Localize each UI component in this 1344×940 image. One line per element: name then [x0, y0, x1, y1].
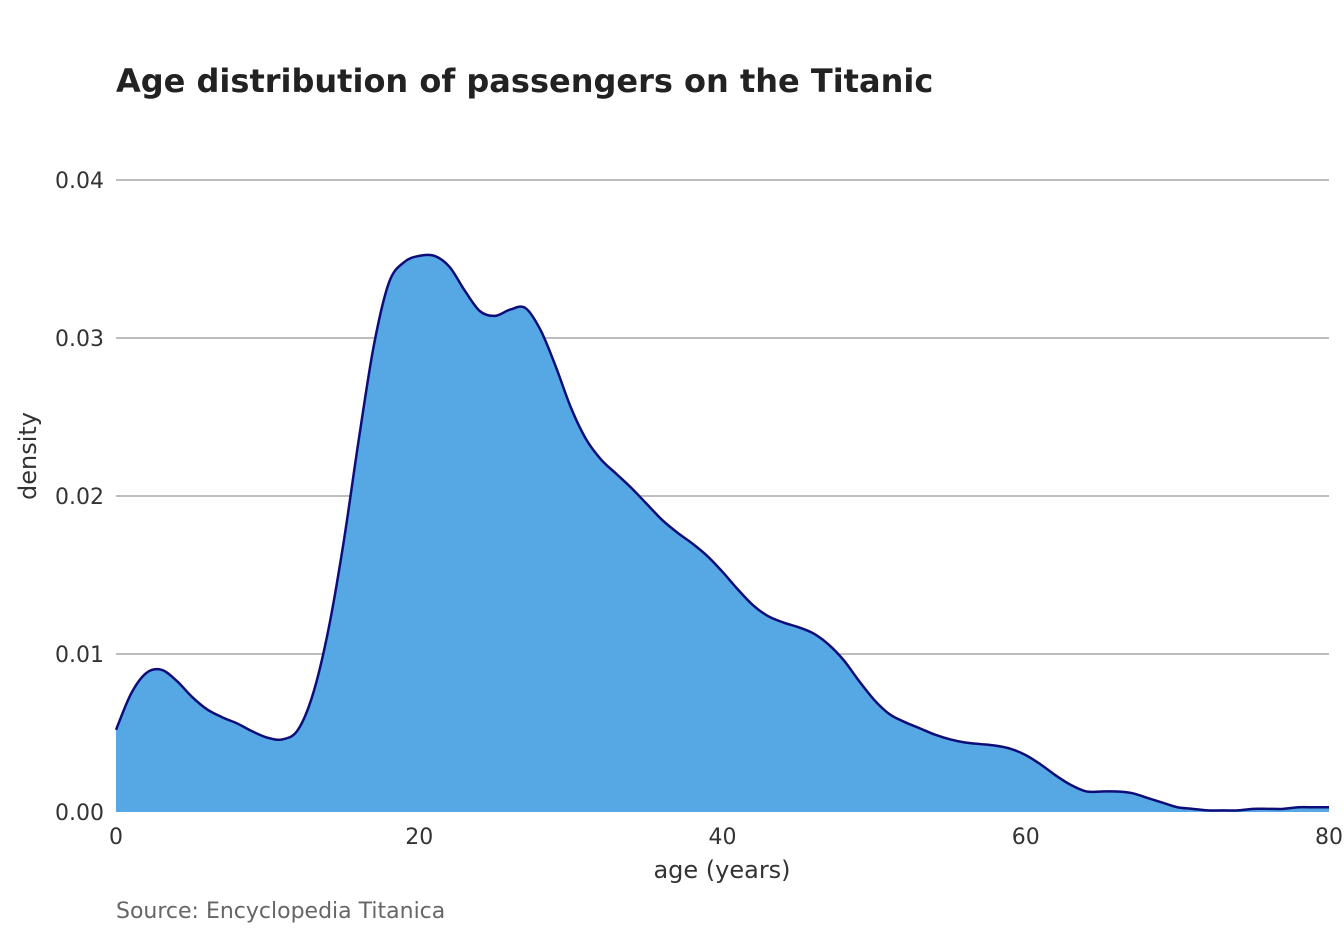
x-axis-label: age (years)	[653, 856, 790, 884]
chart-title: Age distribution of passengers on the Ti…	[116, 62, 933, 100]
x-axis-ticks: 0 20 40 60 80	[109, 825, 1343, 850]
y-tick-label: 0.03	[55, 327, 104, 352]
x-tick-label: 60	[1012, 825, 1040, 850]
density-line	[114, 253, 1329, 812]
chart-caption: Source: Encyclopedia Titanica	[116, 899, 445, 924]
x-tick-label: 40	[709, 825, 737, 850]
y-axis-ticks: 0.00 0.01 0.02 0.03 0.04	[55, 169, 104, 826]
y-axis-label: density	[14, 412, 42, 500]
y-tick-label: 0.04	[55, 169, 104, 194]
y-tick-label: 0.00	[55, 801, 104, 826]
x-tick-label: 80	[1315, 825, 1343, 850]
density-fill	[116, 254, 1329, 812]
x-tick-label: 0	[109, 825, 123, 850]
density-area	[114, 253, 1329, 812]
y-tick-label: 0.01	[55, 643, 104, 668]
x-tick-label: 20	[405, 825, 433, 850]
y-tick-label: 0.02	[55, 485, 104, 510]
